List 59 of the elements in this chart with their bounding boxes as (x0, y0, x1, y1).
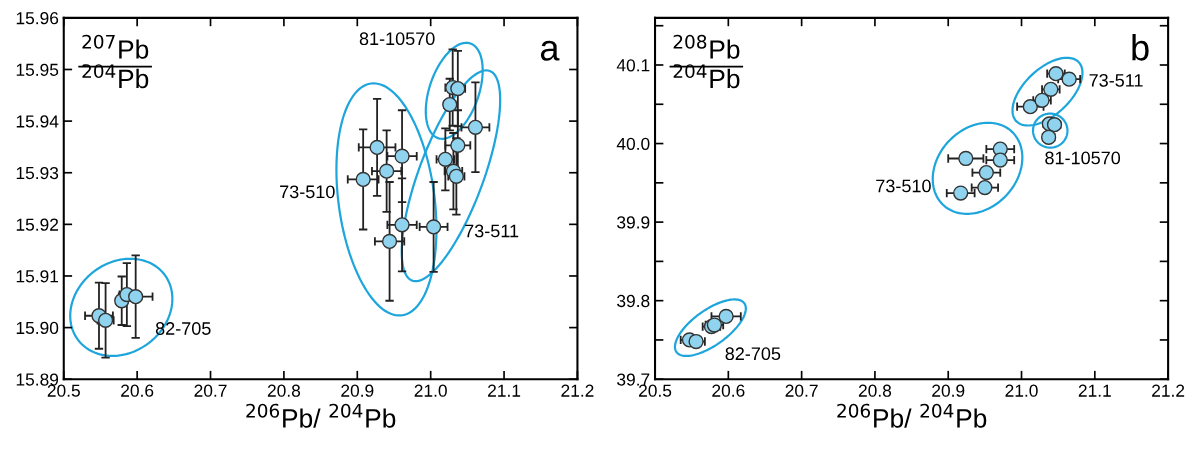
x-axis-title: $^{206}$Pb/ $^{204}$Pb (246, 403, 396, 428)
y-tick-label: 15.92 (16, 218, 59, 231)
point (128, 288, 144, 305)
x-tick-label: 20.6 (121, 384, 154, 397)
text: 81-10570 (359, 32, 435, 46)
point (369, 139, 385, 156)
point (467, 119, 484, 135)
y-tick-label: 15.91 (16, 270, 59, 283)
x-tick-label: 20.5 (639, 384, 672, 397)
y-tick-label: 15.95 (16, 63, 59, 76)
x-tick-label: 21.0 (1005, 384, 1038, 397)
x-tick-label: 21.2 (561, 384, 594, 397)
point (978, 164, 994, 181)
series-label: 73-511 (465, 224, 519, 238)
point (381, 233, 398, 250)
point (977, 179, 993, 196)
x-tick-label: 21.1 (1078, 384, 1111, 397)
y-tick-label: 39.7 (617, 373, 650, 386)
y-tick-label: 40.1 (616, 59, 650, 72)
point (450, 80, 466, 97)
x-tick-label: 20.6 (712, 384, 745, 397)
y-tick-label: 40.0 (616, 137, 650, 151)
point (958, 150, 974, 167)
x-tick-label: 21.2 (1152, 384, 1185, 397)
point (1022, 98, 1038, 115)
y-tick-label: 15.90 (16, 321, 59, 335)
point (394, 148, 410, 164)
y-tick-label: 15.93 (16, 166, 59, 180)
annotation: a (540, 40, 560, 61)
series-label: 82-705 (725, 347, 781, 361)
x-tick-label: 20.9 (341, 384, 374, 397)
x-tick-label: 20.8 (858, 384, 892, 397)
series-label: 73-511 (1089, 73, 1143, 87)
x-tick-label: 20.7 (785, 384, 818, 397)
x-tick-label: 20.8 (267, 384, 301, 397)
point (394, 217, 410, 233)
y-tick-label: 39.9 (617, 216, 650, 229)
y-tick-label: 15.89 (16, 373, 59, 386)
x-tick-label: 21.1 (488, 384, 521, 397)
series-label: 73-510 (876, 179, 931, 193)
y-tick-label: 15.96 (16, 12, 59, 25)
point (718, 308, 734, 325)
x-axis-title: $^{206}$Pb/ $^{204}$Pb (837, 403, 987, 428)
point (1061, 71, 1077, 87)
y-tick-label: 39.8 (617, 294, 650, 308)
point (992, 152, 1008, 168)
x-tick-label: 20.7 (194, 384, 227, 397)
point (379, 163, 395, 179)
series-label: 81-10570 (1045, 151, 1121, 165)
point (355, 171, 371, 188)
series-label: 73-510 (280, 185, 335, 199)
annotation: b (1132, 34, 1149, 61)
point (425, 219, 442, 235)
x-tick-label: 21.0 (414, 384, 447, 397)
y-tick-label: 15.94 (16, 115, 59, 128)
point (953, 185, 969, 201)
x-tick-label: 20.9 (932, 384, 965, 397)
x-tick-label: 20.5 (47, 384, 80, 397)
point (450, 137, 466, 154)
